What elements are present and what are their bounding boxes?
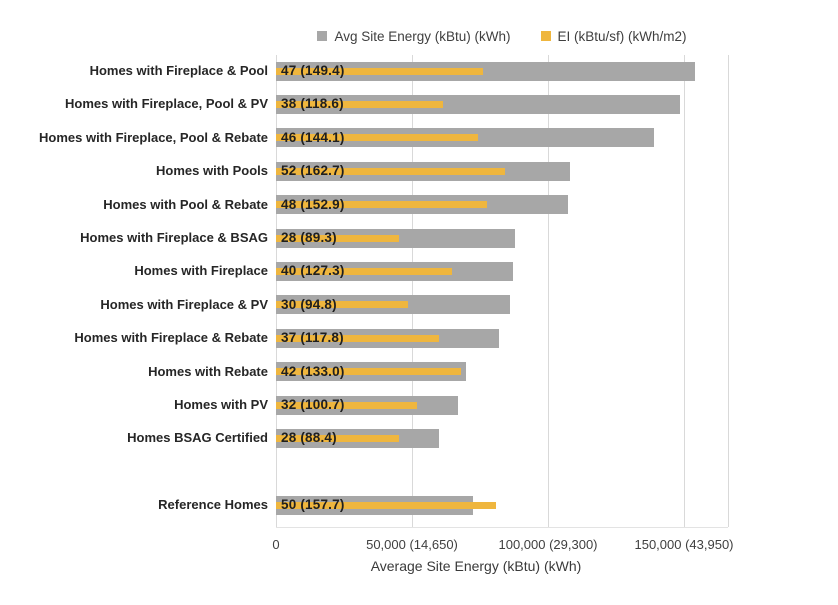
category-label: Homes with Fireplace & Rebate — [74, 330, 268, 345]
data-label: 28 (89.3) — [281, 230, 337, 245]
category-label: Homes with PV — [174, 397, 268, 412]
ei-bar — [276, 201, 487, 208]
x-tick-label: 0 — [272, 537, 280, 552]
gridline — [275, 55, 277, 527]
data-label: 32 (100.7) — [281, 397, 345, 412]
avg-site-energy-bar — [276, 95, 680, 114]
data-label: 50 (157.7) — [281, 497, 345, 512]
ei-bar — [276, 101, 443, 108]
category-label: Homes with Rebate — [148, 364, 268, 379]
ei-bar — [276, 335, 439, 342]
data-label: 40 (127.3) — [281, 263, 345, 278]
data-label: 46 (144.1) — [281, 130, 345, 145]
chart-legend: Avg Site Energy (kBtu) (kWh) EI (kBtu/sf)… — [256, 26, 748, 46]
gridline — [411, 55, 413, 527]
avg-site-energy-bar — [276, 62, 695, 81]
data-label: 30 (94.8) — [281, 297, 337, 312]
x-tick-label: 50,000 (14,650) — [366, 537, 458, 552]
category-label: Homes with Fireplace, Pool & PV — [65, 96, 268, 111]
category-label: Homes BSAG Certified — [127, 430, 268, 445]
x-axis-line — [276, 527, 728, 528]
ei-bar — [276, 235, 399, 242]
category-label: Homes with Fireplace & Pool — [89, 63, 268, 78]
x-tick-label: 100,000 (29,300) — [498, 537, 598, 552]
legend-item: Avg Site Energy (kBtu) (kWh) — [317, 28, 511, 44]
ei-bar — [276, 502, 496, 509]
data-label: 37 (117.8) — [281, 330, 344, 345]
x-tick-label: 150,000 (43,950) — [634, 537, 734, 552]
ei-bar — [276, 168, 505, 175]
x-axis-title: Average Site Energy (kBtu) (kWh) — [370, 558, 582, 574]
legend-label: EI (kBtu/sf) (kWh/m2) — [557, 28, 687, 44]
ei-bar — [276, 435, 399, 442]
data-label: 47 (149.4) — [281, 63, 345, 78]
ei-bar — [276, 301, 408, 308]
ei-bar — [276, 402, 417, 409]
category-label: Homes with Fireplace, Pool & Rebate — [39, 130, 268, 145]
category-label: Homes with Pool & Rebate — [103, 197, 268, 212]
data-label: 38 (118.6) — [281, 96, 344, 111]
ei-bar — [276, 134, 478, 141]
category-label: Homes with Fireplace & PV — [100, 297, 268, 312]
legend-item: EI (kBtu/sf) (kWh/m2) — [540, 28, 687, 44]
plot-right-border — [727, 55, 729, 527]
legend-label: Avg Site Energy (kBtu) (kWh) — [334, 28, 511, 44]
category-label: Homes with Fireplace — [134, 263, 268, 278]
gray-square-icon — [317, 31, 328, 41]
yellow-square-icon — [540, 31, 551, 41]
category-label: Homes with Pools — [156, 163, 268, 178]
category-label: Reference Homes — [158, 497, 268, 512]
ei-bar — [276, 68, 483, 75]
category-label: Homes with Fireplace & BSAG — [80, 230, 268, 245]
data-label: 52 (162.7) — [281, 163, 345, 178]
ei-bar — [276, 368, 461, 375]
data-label: 48 (152.9) — [281, 197, 345, 212]
data-label: 42 (133.0) — [281, 364, 345, 379]
gridline — [547, 55, 549, 527]
data-label: 28 (88.4) — [281, 430, 337, 445]
ei-bar — [276, 268, 452, 275]
gridline — [683, 55, 685, 527]
